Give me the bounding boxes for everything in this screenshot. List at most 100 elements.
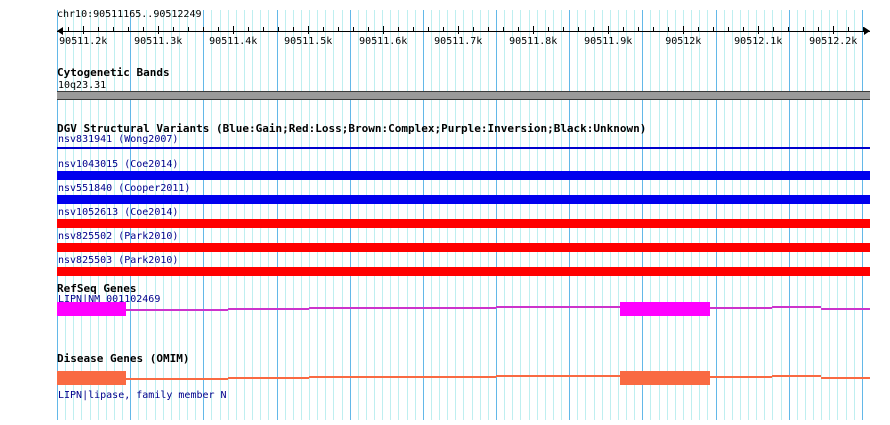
gridline (382, 10, 383, 420)
gene-intron-line (227, 308, 310, 310)
gene-exon-block[interactable] (57, 302, 127, 316)
ruler-tick-minor (593, 27, 595, 32)
section-title-dgv: DGV Structural Variants (Blue:Gain;Red:L… (57, 122, 647, 135)
gridline (740, 10, 741, 420)
ruler-tick-minor (98, 27, 100, 32)
section-title-cytogenetic: Cytogenetic Bands (57, 66, 170, 79)
ruler-tick-major (383, 26, 385, 34)
ruler-tick-minor (173, 27, 175, 32)
ruler-tick-minor (713, 27, 715, 32)
gridline (862, 10, 863, 420)
ruler-tick-major (533, 26, 535, 34)
gridline (366, 10, 367, 420)
gridline (683, 10, 684, 420)
gridline (423, 10, 424, 420)
ruler-tick-minor (638, 27, 640, 32)
gridline (813, 10, 814, 420)
ruler-tick-minor (653, 27, 655, 32)
ruler-tick-major (458, 26, 460, 34)
gridline (374, 10, 375, 420)
gene-intron-line (309, 307, 496, 309)
gridline (561, 10, 562, 420)
gridline (301, 10, 302, 420)
dgv-track-label: nsv1043015 (Coe2014) (58, 159, 179, 170)
dgv-variant-bar[interactable] (57, 195, 870, 204)
gene-exon-block[interactable] (57, 371, 127, 385)
gridline (797, 10, 798, 420)
ruler-tick-major (683, 26, 685, 34)
ruler-tick-minor (788, 27, 790, 32)
gridline (317, 10, 318, 420)
gene-intron-line (126, 309, 228, 311)
dgv-variant-bar[interactable] (57, 267, 870, 276)
gridline (333, 10, 334, 420)
dgv-variant-bar[interactable] (57, 171, 870, 180)
gridline (805, 10, 806, 420)
gridline (211, 10, 212, 420)
gene-exon-block[interactable] (619, 302, 710, 316)
ruler-tick-label: 90511.8k (509, 36, 558, 47)
gridline (195, 10, 196, 420)
ruler-tick-minor (293, 27, 295, 32)
ruler-tick-minor (128, 27, 130, 32)
ruler-tick-minor (218, 27, 220, 32)
ruler-tick-label: 90511.7k (434, 36, 483, 47)
gridline (277, 10, 278, 420)
ruler-tick-minor (413, 27, 415, 32)
ruler-tick-labels: 90511.2k 90511.3k 90511.4k 90511.5k 90511.6k… (57, 36, 870, 50)
dgv-track-label: nsv825502 (Park2010) (58, 231, 179, 242)
gridline (748, 10, 749, 420)
arrow-right-icon (864, 27, 870, 35)
gridline (325, 10, 326, 420)
ruler-tick-minor (203, 27, 205, 32)
gridline (642, 10, 643, 420)
refseq-gene-track[interactable] (57, 300, 870, 318)
dgv-variant-bar[interactable] (57, 219, 870, 228)
gridline (618, 10, 619, 420)
ruler-tick-minor (863, 27, 865, 32)
gridline (854, 10, 855, 420)
gridline (837, 10, 838, 420)
gridline (463, 10, 464, 420)
ruler-tick-minor (518, 27, 520, 32)
cytoband-bar[interactable] (57, 91, 870, 100)
ruler-tick-label: 90511.6k (359, 36, 408, 47)
ruler-tick-minor (68, 27, 70, 32)
section-title-omim: Disease Genes (OMIM) (57, 352, 190, 365)
gridline (220, 10, 221, 420)
ruler-tick-minor (548, 27, 550, 32)
gridline (488, 10, 489, 420)
gridline (667, 10, 668, 420)
omim-gene-track[interactable] (57, 369, 870, 387)
gridline (610, 10, 611, 420)
ruler-tick-minor (488, 27, 490, 32)
ruler-tick-minor (188, 27, 190, 32)
ruler-tick-minor (368, 27, 370, 32)
gridline (244, 10, 245, 420)
gene-intron-line (227, 377, 310, 379)
gridline (537, 10, 538, 420)
gene-exon-block[interactable] (619, 371, 710, 385)
gridline (350, 10, 351, 420)
ruler-tick-minor (263, 27, 265, 32)
dgv-track-label: nsv551840 (Cooper2011) (58, 183, 191, 194)
gridline (529, 10, 530, 420)
dgv-variant-bar[interactable] (57, 243, 870, 252)
ruler-tick-major (608, 26, 610, 34)
gridline (260, 10, 261, 420)
gridline (732, 10, 733, 420)
gridline (439, 10, 440, 420)
gridline (602, 10, 603, 420)
gridline (203, 10, 204, 420)
gridline (520, 10, 521, 420)
ruler-tick-minor (323, 27, 325, 32)
gridline (228, 10, 229, 420)
gridline (846, 10, 847, 420)
gene-intron-line (772, 375, 822, 377)
gridline (504, 10, 505, 420)
ruler-tick-minor (113, 27, 115, 32)
gridline (594, 10, 595, 420)
ruler-tick-minor (338, 27, 340, 32)
dgv-variant-bar[interactable] (57, 147, 870, 149)
genomic-ruler[interactable] (57, 26, 870, 36)
